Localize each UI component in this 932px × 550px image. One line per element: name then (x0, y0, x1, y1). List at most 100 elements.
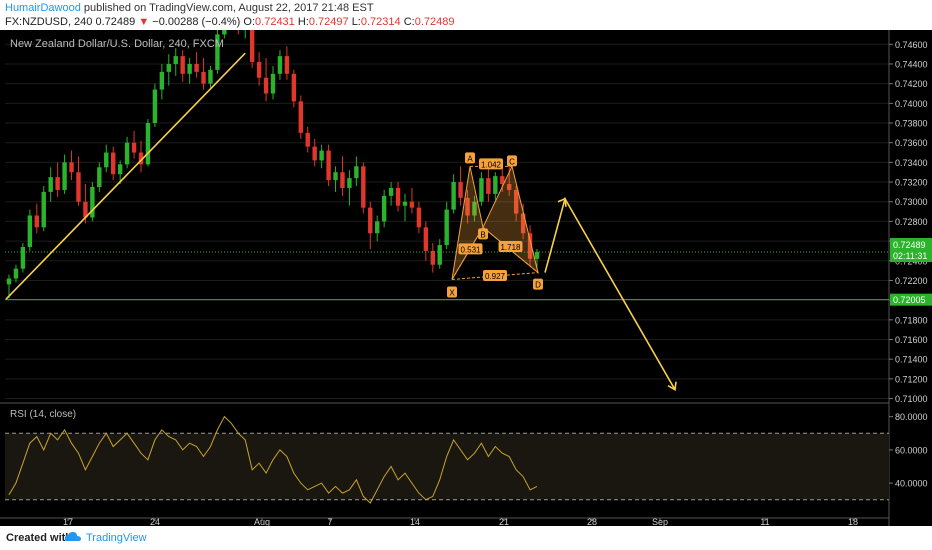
ohlc-line: FX:NZDUSD, 240 0.72489 ▼ −0.00288 (−0.4%… (5, 16, 454, 28)
candle-body (117, 164, 123, 175)
time-tick-label: 7 (327, 517, 332, 526)
price-tick-label: 0.73200 (895, 178, 928, 188)
time-tick-label: 28 (587, 517, 597, 526)
rsi-tick-label: 60.0000 (895, 445, 928, 455)
candle-body (145, 123, 151, 165)
pattern-ratio-bg (458, 243, 483, 255)
candle-body (277, 56, 283, 74)
price-tick-label: 0.71800 (895, 315, 928, 325)
pattern-point-c-bg (507, 155, 517, 167)
pattern-ratio-label: 1.042 (481, 160, 502, 169)
publish-header: HumairDawood published on TradingView.co… (0, 0, 932, 30)
time-tick-label: 11 (760, 517, 769, 526)
candle-body (500, 176, 505, 185)
candle-body (173, 56, 178, 64)
down-arrow-icon: ▼ (138, 16, 150, 28)
candle-body (402, 201, 408, 206)
rsi-tick-label: 80.0000 (895, 412, 928, 422)
candle-body (312, 146, 317, 161)
open-label: O: (243, 16, 256, 28)
candle-body (458, 182, 463, 198)
open-value: 0.72431 (255, 16, 295, 28)
candle-body (333, 172, 338, 181)
candle-body (451, 182, 456, 210)
candle-body (249, 30, 255, 63)
candle-body (90, 186, 95, 218)
rsi-tick-label: 40.0000 (895, 479, 928, 489)
candle-body (20, 247, 26, 269)
price-tick-label: 0.74000 (895, 99, 928, 109)
candle-body (201, 71, 206, 84)
price-axis: 0.74600 0.74400 0.74200 0.74000 0.73800 0.736… (888, 30, 932, 526)
candle-body (41, 191, 46, 228)
candle-body (388, 187, 394, 196)
pattern-point-x: X (449, 288, 455, 297)
candle-body (381, 195, 387, 222)
candle-body (375, 221, 380, 234)
support-price-tag (890, 293, 932, 306)
candle-body (298, 101, 303, 133)
candle-body (194, 63, 199, 72)
candle-body (430, 250, 435, 265)
candle-body (138, 152, 144, 165)
candle-body (486, 178, 491, 194)
candle-body (124, 142, 130, 165)
candle-body (472, 201, 477, 216)
candle-body (493, 176, 498, 194)
time-tick-label: Aug (254, 517, 270, 526)
tradingview-link[interactable]: TradingView (86, 532, 147, 544)
candle-body (507, 184, 512, 190)
price-change: −0.00288 (−0.4%) (152, 16, 241, 28)
price-tick-label: 0.74200 (895, 79, 928, 89)
candle-body (409, 201, 415, 208)
pattern-point-b-bg (478, 228, 488, 240)
price-tick-label: 0.71400 (895, 355, 928, 365)
candle-body (27, 215, 33, 248)
candle-body (6, 278, 12, 285)
publish-line: HumairDawood published on TradingView.co… (5, 2, 374, 14)
price-tick-label: 0.73800 (895, 119, 928, 129)
candle-body (416, 207, 422, 228)
candle-body (423, 227, 429, 251)
candle-body (97, 167, 102, 187)
high-label: H: (297, 16, 309, 28)
price-tick-label: 0.71600 (895, 335, 928, 345)
candle-body (513, 189, 519, 214)
low-value: 0.72314 (360, 16, 401, 28)
author-link[interactable]: HumairDawood (5, 2, 81, 14)
candle-body (305, 132, 310, 147)
chart-canvas[interactable]: 0.74600 0.74400 0.74200 0.74000 0.73800 0.736… (0, 30, 932, 526)
price-tick-label: 0.73400 (895, 158, 928, 168)
tradingview-cloud-icon (64, 532, 81, 541)
candle-body (326, 150, 331, 181)
projection-target-arrowhead (667, 381, 677, 391)
pattern-point-a: A (467, 154, 473, 163)
candle-body (256, 62, 262, 78)
candle-body (222, 30, 227, 35)
time-tick-label: 17 (63, 517, 73, 526)
last-price: 0.72489 (95, 16, 136, 28)
price-tick-label: 0.73000 (895, 197, 928, 207)
price-tick-label: 0.72800 (895, 217, 928, 227)
candle-body (284, 56, 290, 74)
candle-body (437, 245, 442, 265)
current-price-tag (890, 238, 932, 263)
countdown-label: 02:11:31 (893, 251, 927, 261)
candle-body (319, 150, 324, 161)
close-value: 0.72489 (414, 16, 455, 28)
candle-body (520, 213, 526, 234)
created-with-text: Created with (6, 532, 73, 544)
rsi-label: RSI (14, close) (10, 409, 76, 420)
projection-peak-arrowhead (557, 197, 567, 207)
pattern-ratio-bg (483, 270, 507, 282)
candle-body (76, 172, 81, 202)
candle-body (13, 268, 19, 279)
time-tick-label: 14 (410, 517, 420, 526)
support-price-label: 0.72005 (893, 295, 926, 305)
pattern-ratio-bg (479, 158, 503, 170)
pattern-point-x-bg (447, 286, 457, 298)
candle-body (131, 142, 137, 153)
time-tick-label: Sep (652, 517, 668, 526)
pattern-ratio-label: 0.531 (460, 245, 481, 254)
candle-body (270, 73, 276, 94)
